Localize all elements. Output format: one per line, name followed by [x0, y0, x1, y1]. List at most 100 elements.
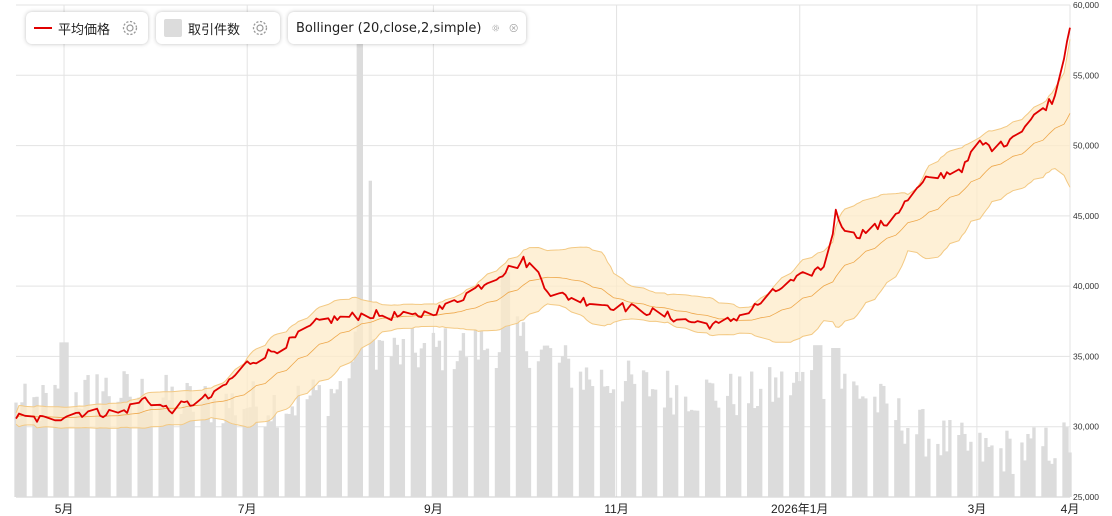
volume-bar [756, 406, 760, 497]
legend-avg-price[interactable]: 平均価格 [26, 12, 148, 44]
volume-bar [119, 397, 123, 497]
volume-bar [885, 403, 889, 497]
volume-bar [86, 375, 90, 497]
volume-bar [125, 374, 129, 497]
volume-bar [161, 397, 165, 497]
volume-bar [338, 381, 342, 497]
gear-icon[interactable] [250, 18, 270, 38]
volume-bar [1002, 471, 1006, 497]
avg-price-swatch [34, 27, 52, 29]
volume-bar [963, 433, 967, 497]
volume-bar [789, 395, 793, 497]
volume-bar [356, 40, 360, 498]
volume-bar [879, 383, 883, 497]
volume-bar [440, 370, 445, 497]
volume-bar [263, 426, 267, 497]
gear-icon[interactable] [120, 18, 140, 38]
x-axis-ticks: 5月 7月 9月 11月 2026年1月 3月 4月 [55, 502, 1080, 516]
volume-bar [395, 344, 400, 497]
volume-bar [251, 381, 255, 497]
volume-bar [864, 398, 868, 497]
volume-bar [1008, 438, 1012, 497]
volume-bar [311, 379, 315, 497]
volume-bar [272, 394, 276, 497]
legend-bollinger[interactable]: Bollinger (20,close,2,simple) [288, 12, 526, 44]
volume-bar [455, 361, 460, 497]
volume-bar [359, 40, 364, 498]
volume-bar [14, 402, 18, 497]
volume-bar [683, 396, 688, 497]
volume-bar [816, 345, 820, 497]
volume-bar [695, 410, 700, 497]
volume-bar [834, 347, 838, 497]
volume-bar [713, 400, 718, 497]
volume-bar [287, 413, 291, 497]
volume-bar [188, 386, 192, 497]
volume-bar [284, 413, 288, 497]
volume-bar [398, 364, 403, 497]
volume-bar [587, 379, 592, 497]
volume-bar [858, 398, 862, 497]
volume-bar [584, 367, 589, 497]
volume-bar [542, 345, 547, 497]
volume-bar [203, 386, 207, 497]
volume-bar [653, 389, 658, 497]
volume-bars [14, 40, 1072, 498]
volume-bar [957, 435, 961, 497]
volume-bar [1065, 427, 1069, 497]
volume-bar [452, 369, 457, 497]
volume-bar [482, 350, 487, 497]
close-icon[interactable] [509, 18, 518, 38]
volume-bar [581, 389, 586, 497]
volume-bar [560, 356, 565, 497]
gear-icon[interactable] [491, 18, 500, 38]
volume-bar [563, 345, 568, 497]
volume-bar [431, 332, 436, 497]
volume-bar [521, 322, 526, 497]
volume-bar [227, 408, 231, 497]
volume-bar [107, 396, 111, 497]
volume-bar [623, 381, 628, 497]
volume-bar [377, 340, 382, 497]
volume-bar [969, 441, 973, 497]
volume-bar [518, 335, 523, 497]
volume-bar [987, 446, 991, 497]
volume-bar [707, 382, 712, 497]
volume-bar [380, 340, 385, 497]
x-tick-label: 3月 [968, 502, 987, 516]
volume-bar [443, 328, 448, 497]
volume-bar [578, 371, 583, 497]
volume-bar [329, 388, 333, 497]
volume-bar [855, 385, 859, 497]
volume-bar [1005, 430, 1009, 497]
x-tick-label: 7月 [238, 502, 257, 516]
volume-bar [927, 438, 931, 497]
volume-bar [662, 407, 667, 497]
price-line [15, 27, 1071, 423]
volume-bar [179, 413, 183, 497]
volume-bar [822, 398, 826, 497]
volume-bar [774, 377, 778, 497]
volume-bar [80, 409, 84, 497]
volume-bar [801, 371, 805, 497]
volume-bar [611, 389, 616, 497]
volume-bar [332, 393, 336, 497]
legend-trade-count[interactable]: 取引件数 [156, 12, 280, 44]
volume-bar [605, 386, 610, 497]
volume-bar [485, 348, 490, 497]
volume-bar [389, 356, 394, 497]
volume-bar [665, 370, 670, 497]
volume-bar [419, 348, 424, 497]
volume-bar [990, 445, 994, 497]
volume-bar [200, 401, 204, 497]
volume-bar [984, 437, 988, 497]
volume-bar [590, 386, 595, 497]
volume-bar [167, 400, 171, 497]
volume-bar [843, 373, 847, 497]
trade-count-swatch [164, 19, 182, 37]
volume-bar [792, 382, 796, 497]
volume-bar [545, 345, 550, 497]
volume-bar [77, 408, 81, 497]
volume-bar [506, 272, 511, 497]
volume-bar [224, 393, 228, 497]
